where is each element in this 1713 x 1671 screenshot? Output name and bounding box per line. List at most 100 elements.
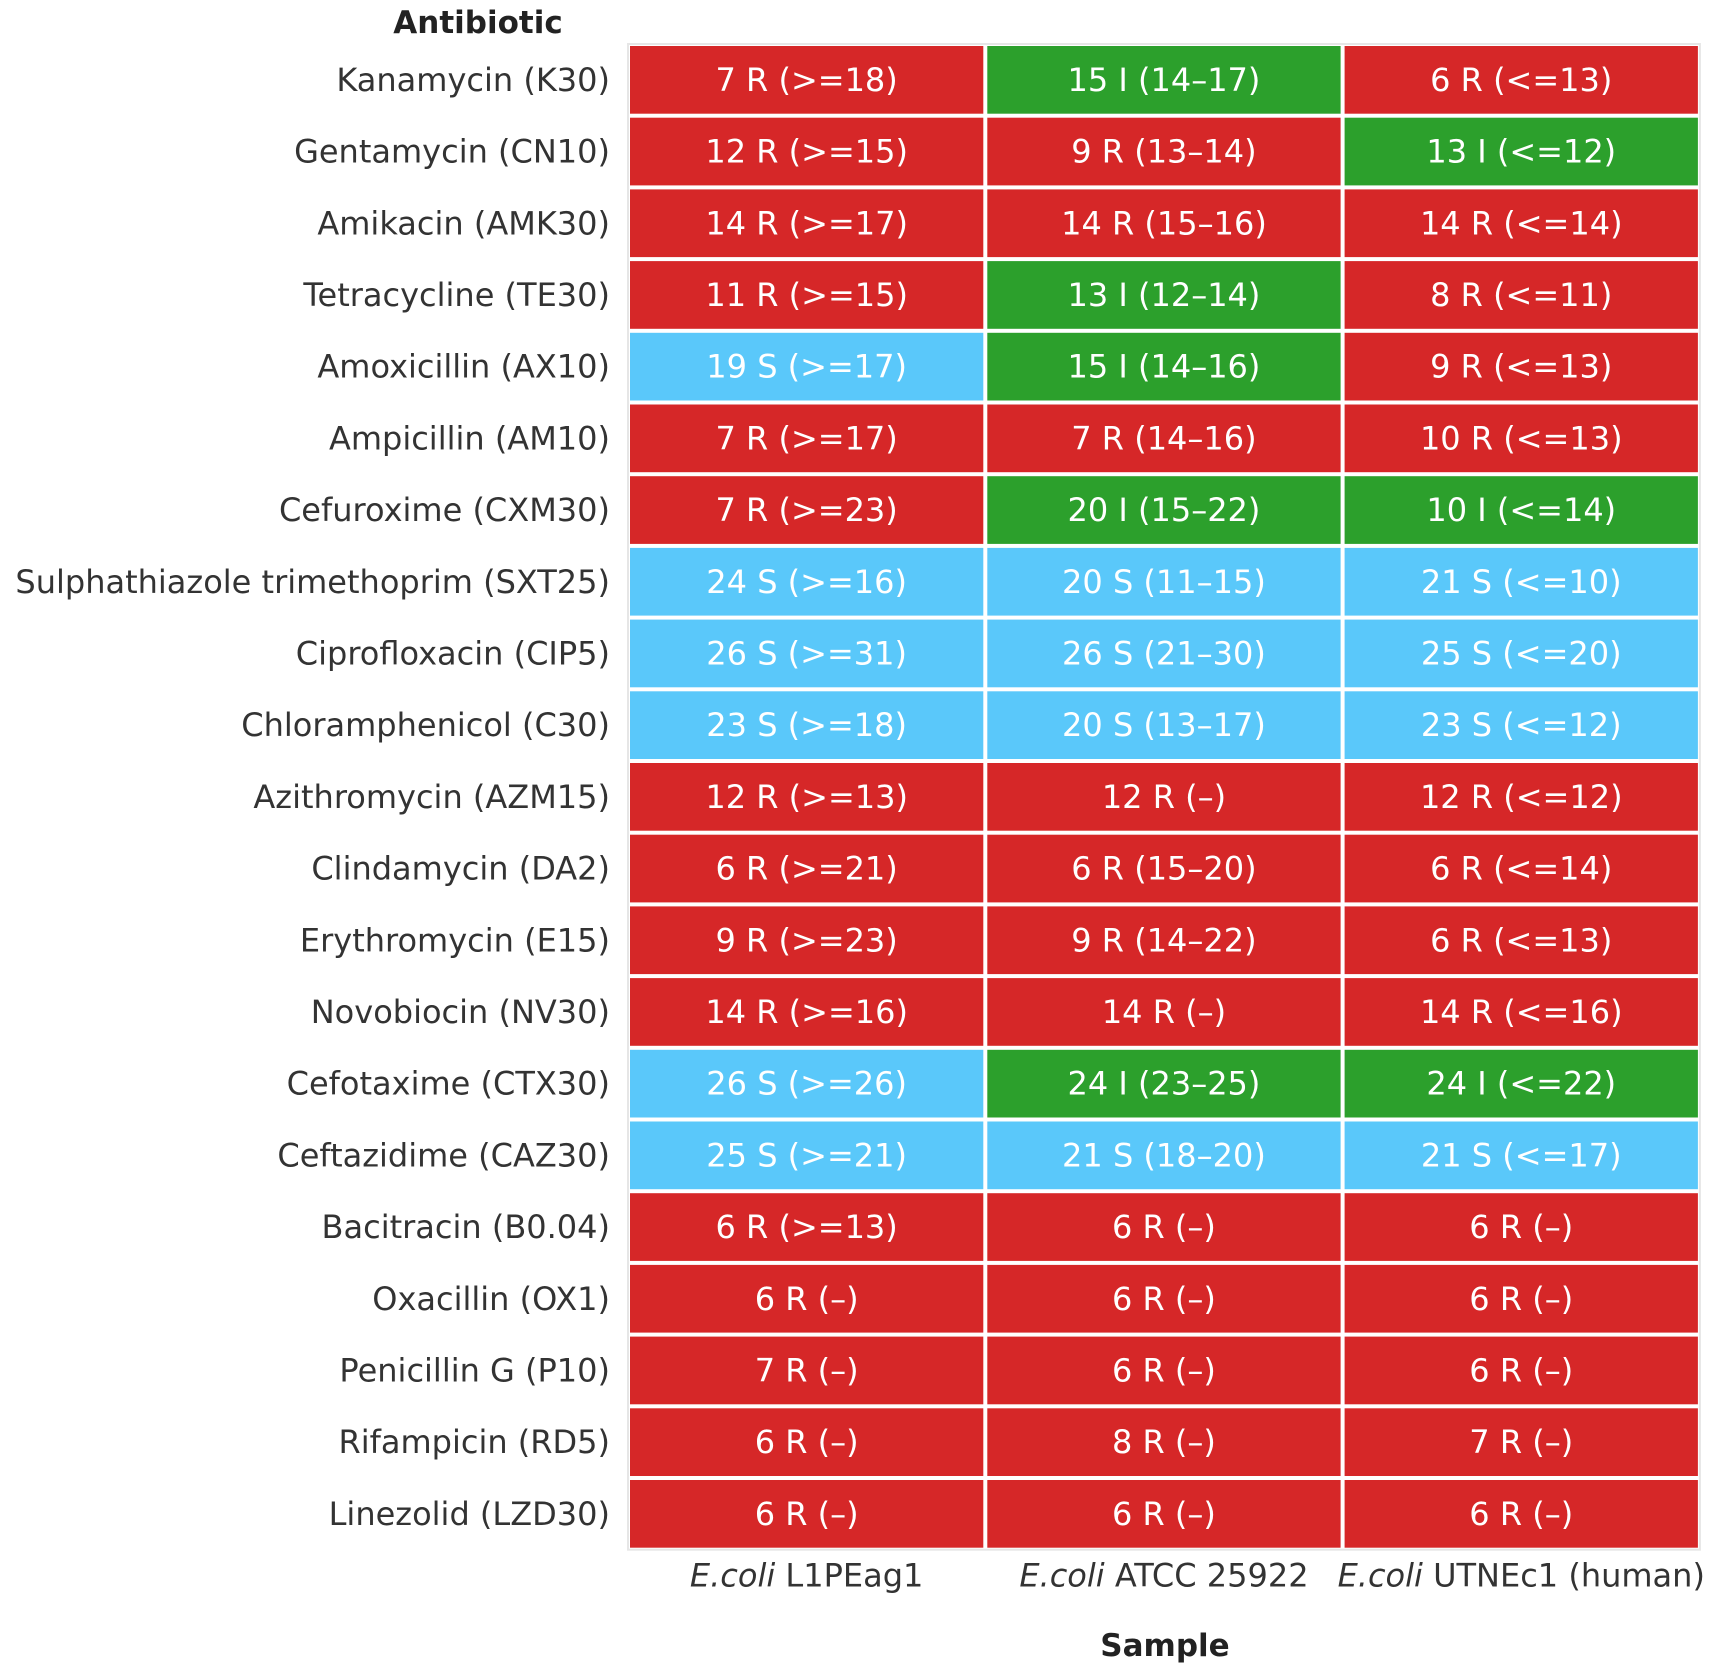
heatmap-cell bbox=[630, 763, 984, 831]
heatmap-cell bbox=[630, 1264, 984, 1333]
cell-label: 10 R (<=13) bbox=[1420, 419, 1623, 457]
column-label-strain: L1PEag1 bbox=[775, 1557, 923, 1595]
row-label: Sulphathiazole trimethoprim (SXT25) bbox=[15, 563, 610, 601]
cell-label: 24 I (<=22) bbox=[1426, 1065, 1616, 1103]
row-label: Novobiocin (NV30) bbox=[311, 993, 610, 1031]
heatmap-cell bbox=[1344, 834, 1698, 903]
heatmap-cell bbox=[1344, 619, 1698, 688]
column-label: E.coli ATCC 25922 bbox=[1019, 1557, 1308, 1595]
x-axis-title: Sample bbox=[1100, 1628, 1229, 1664]
cell-label: 6 R (<=13) bbox=[1430, 61, 1612, 99]
heatmap-cell bbox=[630, 834, 984, 903]
row-label: Ceftazidime (CAZ30) bbox=[277, 1136, 610, 1174]
heatmap-cell bbox=[1344, 691, 1698, 759]
row-label: Linezolid (LZD30) bbox=[329, 1495, 610, 1533]
heatmap-cell bbox=[1344, 906, 1698, 975]
cell-label: 6 R (>=13) bbox=[716, 1208, 898, 1246]
cell-label: 12 R (<=12) bbox=[1420, 778, 1623, 816]
cell-label: 6 R (–) bbox=[1469, 1495, 1573, 1533]
column-label-strain: ATCC 25922 bbox=[1105, 1557, 1309, 1595]
heatmap-cell bbox=[1344, 189, 1698, 258]
cell-label: 6 R (15–20) bbox=[1071, 850, 1256, 888]
cell-label: 14 R (>=16) bbox=[705, 993, 908, 1031]
cell-label: 12 R (>=15) bbox=[705, 133, 908, 171]
row-label: Bacitracin (B0.04) bbox=[322, 1208, 610, 1246]
row-label: Kanamycin (K30) bbox=[336, 61, 610, 99]
cell-label: 25 S (>=21) bbox=[706, 1136, 907, 1174]
cell-label: 24 S (>=16) bbox=[706, 563, 907, 601]
heatmap-cell bbox=[630, 1480, 984, 1548]
cell-label: 21 S (18–20) bbox=[1062, 1136, 1266, 1174]
cell-label: 10 I (<=14) bbox=[1426, 491, 1616, 529]
cell-label: 9 R (>=23) bbox=[716, 921, 898, 959]
cell-label: 7 R (>=18) bbox=[716, 61, 898, 99]
column-label-species: E.coli bbox=[690, 1557, 775, 1595]
heatmap-cell bbox=[987, 834, 1341, 903]
heatmap-cell bbox=[987, 1264, 1341, 1333]
cell-label: 13 I (<=12) bbox=[1426, 133, 1616, 171]
cell-label: 6 R (–) bbox=[755, 1423, 859, 1461]
cell-label: 6 R (–) bbox=[755, 1280, 859, 1318]
cell-label: 13 I (12–14) bbox=[1067, 276, 1260, 314]
heatmap-cell bbox=[987, 547, 1341, 616]
cell-label: 6 R (–) bbox=[755, 1495, 859, 1533]
cell-label: 6 R (–) bbox=[1469, 1208, 1573, 1246]
heatmap-cell bbox=[630, 404, 984, 473]
cell-label: 19 S (>=17) bbox=[706, 348, 907, 386]
heatmap-cell bbox=[987, 1336, 1341, 1405]
cell-label: 24 I (23–25) bbox=[1067, 1065, 1260, 1103]
heatmap-cell bbox=[987, 1193, 1341, 1261]
cell-label: 20 S (11–15) bbox=[1062, 563, 1266, 601]
heatmap-cell bbox=[630, 1121, 984, 1190]
heatmap-cell bbox=[1344, 1121, 1698, 1190]
cell-label: 6 R (–) bbox=[1469, 1280, 1573, 1318]
row-labels: Kanamycin (K30) Gentamycin (CN10) Amikacin… bbox=[15, 61, 610, 1533]
row-label: Chloramphenicol (C30) bbox=[241, 706, 610, 744]
cell-label: 7 R (–) bbox=[1469, 1423, 1573, 1461]
cell-label: 23 S (<=12) bbox=[1421, 706, 1622, 744]
cell-label: 26 S (21–30) bbox=[1062, 634, 1266, 672]
heatmap-cell bbox=[987, 906, 1341, 975]
cell-label: 15 I (14–17) bbox=[1067, 61, 1260, 99]
heatmap-cell bbox=[630, 46, 984, 114]
heatmap-cell bbox=[987, 404, 1341, 473]
cell-label: 6 R (>=21) bbox=[716, 850, 898, 888]
cell-label: 25 S (<=20) bbox=[1421, 634, 1622, 672]
cell-label: 9 R (14–22) bbox=[1071, 921, 1256, 959]
heatmap-grid: 7 R (>=18) 15 I (14–17) 6 R (<=13) 12 R (>=… bbox=[627, 43, 1701, 1551]
heatmap-cell bbox=[987, 117, 1341, 186]
heatmap-cell bbox=[987, 1408, 1341, 1476]
cell-label: 6 R (–) bbox=[1112, 1280, 1216, 1318]
row-label: Azithromycin (AZM15) bbox=[253, 778, 610, 816]
heatmap-cell bbox=[987, 691, 1341, 759]
cell-label: 12 R (–) bbox=[1102, 778, 1226, 816]
heatmap-cell bbox=[1344, 763, 1698, 831]
cell-label: 14 R (–) bbox=[1102, 993, 1226, 1031]
heatmap-cell bbox=[1344, 1049, 1698, 1118]
cell-label: 26 S (>=26) bbox=[706, 1065, 907, 1103]
row-label: Cefuroxime (CXM30) bbox=[279, 491, 610, 529]
cell-label: 7 R (14–16) bbox=[1071, 419, 1256, 457]
row-label: Gentamycin (CN10) bbox=[294, 133, 610, 171]
heatmap-cell bbox=[630, 547, 984, 616]
cell-label: 6 R (<=13) bbox=[1430, 921, 1612, 959]
row-label: Rifampicin (RD5) bbox=[338, 1423, 610, 1461]
row-label: Penicillin G (P10) bbox=[339, 1351, 610, 1389]
heatmap-cell bbox=[987, 332, 1341, 401]
heatmap-cell bbox=[987, 1121, 1341, 1190]
cell-label: 6 R (–) bbox=[1112, 1495, 1216, 1533]
heatmap-cell bbox=[630, 691, 984, 759]
column-label: E.coli L1PEag1 bbox=[690, 1557, 924, 1595]
heatmap-cell bbox=[987, 46, 1341, 114]
heatmap-cell bbox=[630, 978, 984, 1046]
cell-label: 14 R (>=17) bbox=[705, 204, 908, 242]
cell-label: 7 R (–) bbox=[755, 1351, 859, 1389]
cell-label: 14 R (<=14) bbox=[1420, 204, 1623, 242]
heatmap-cell bbox=[1344, 404, 1698, 473]
cell-label: 26 S (>=31) bbox=[706, 634, 907, 672]
cell-label: 6 R (<=14) bbox=[1430, 850, 1612, 888]
column-label-strain: UTNEc1 (human) bbox=[1423, 1557, 1705, 1595]
heatmap-cell bbox=[630, 189, 984, 258]
row-label: Erythromycin (E15) bbox=[300, 921, 610, 959]
column-labels: E.coli L1PEag1 E.coli ATCC 25922 E.coli UT… bbox=[690, 1557, 1705, 1595]
